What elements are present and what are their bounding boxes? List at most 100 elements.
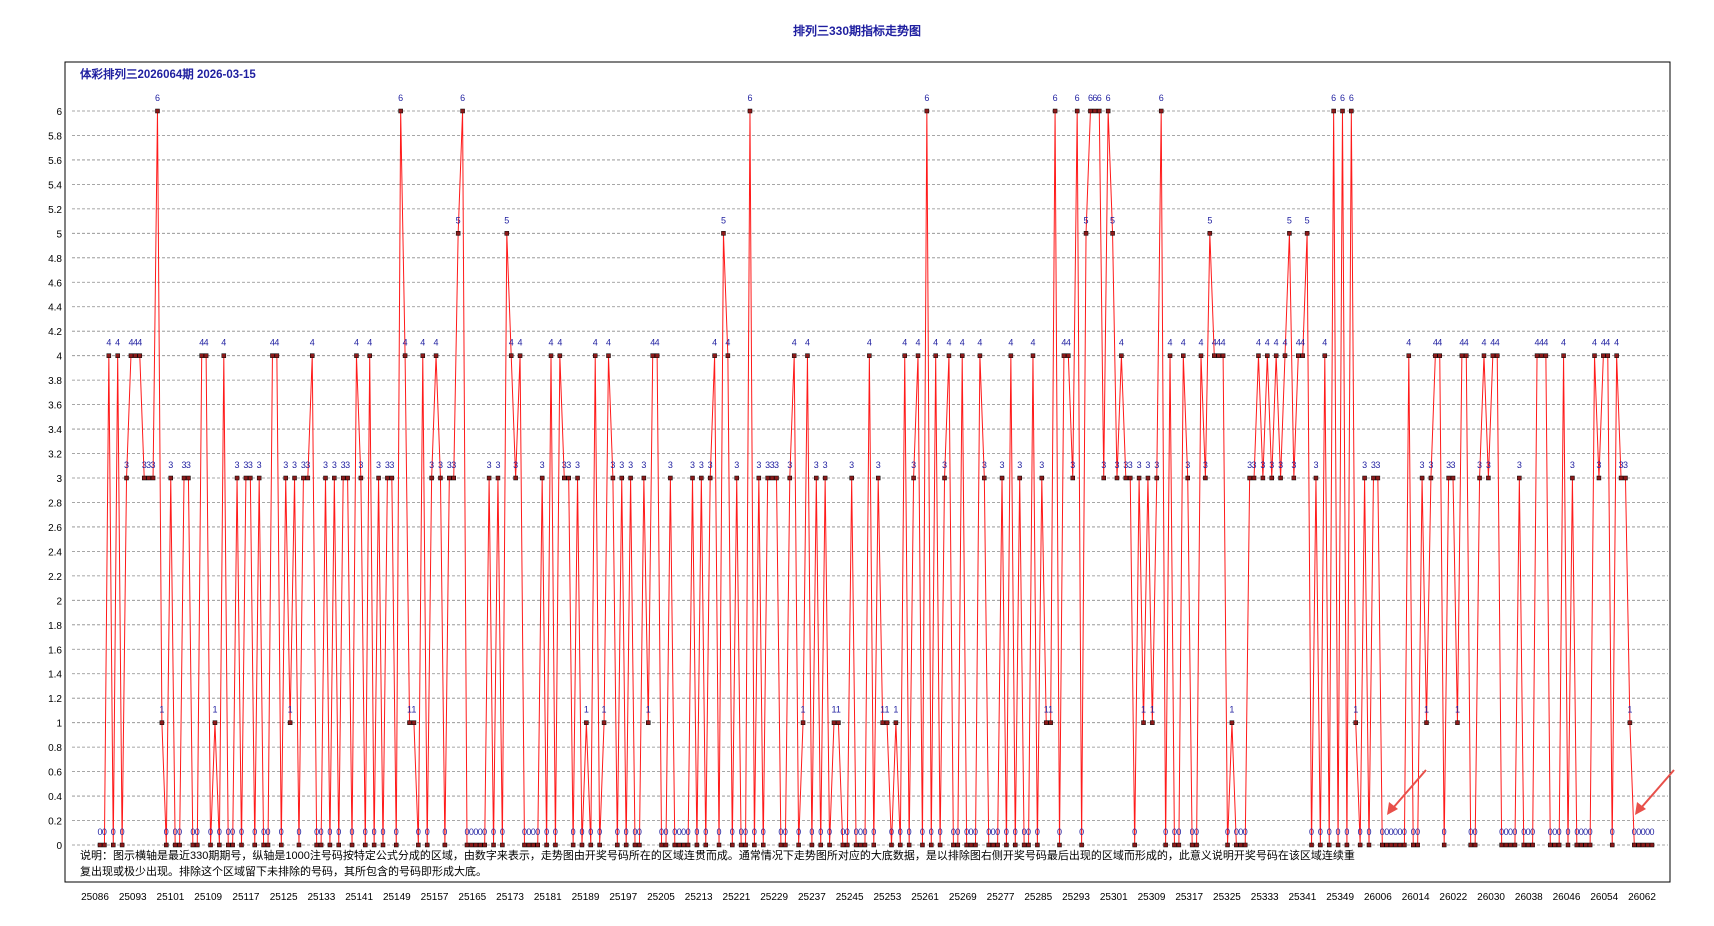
data-label: 4: [1614, 338, 1619, 348]
data-label: 0: [394, 827, 399, 837]
x-tick-label: 25165: [458, 892, 486, 903]
data-label: 4: [128, 338, 133, 348]
arrow-line-1: [1392, 769, 1427, 809]
data-label: 0: [964, 827, 969, 837]
data-point: [1238, 842, 1244, 848]
data-label: 4: [133, 338, 138, 348]
data-label: 0: [1552, 827, 1557, 837]
y-tick-label: 0.6: [48, 768, 62, 779]
data-label: 0: [1548, 827, 1553, 837]
y-tick-label: 6: [56, 107, 62, 118]
data-label: 0: [1163, 827, 1168, 837]
data-point: [1433, 353, 1438, 358]
data-point: [553, 842, 558, 848]
data-label: 0: [522, 827, 527, 837]
x-tick-label: 25277: [987, 892, 1015, 903]
x-tick-label: 26054: [1590, 892, 1618, 903]
data-label: 4: [1406, 338, 1411, 348]
x-tick-label: 26046: [1553, 892, 1581, 903]
data-label: 4: [137, 338, 142, 348]
data-label: 0: [173, 827, 178, 837]
data-label: 3: [385, 460, 390, 470]
data-label: 0: [266, 827, 271, 837]
data-point: [800, 720, 806, 725]
data-label: 5: [1287, 215, 1292, 225]
data-label: 6: [1088, 93, 1093, 103]
x-tick-label: 25341: [1289, 892, 1317, 903]
data-label: 3: [849, 460, 854, 470]
data-point: [287, 720, 293, 725]
data-point: [1083, 231, 1089, 236]
data-label: 0: [1468, 827, 1473, 837]
data-label: 0: [217, 827, 222, 837]
data-label: 3: [1039, 460, 1044, 470]
data-label: 3: [814, 460, 819, 470]
data-point: [270, 353, 275, 358]
data-point: [1251, 475, 1257, 481]
data-point: [853, 842, 859, 848]
data-point: [1428, 475, 1434, 481]
data-label: 0: [1358, 827, 1363, 837]
data-point: [504, 231, 510, 236]
x-tick-label: 25245: [836, 892, 864, 903]
data-point: [1185, 475, 1190, 481]
note-line-2: 复出现或极少出现。排除这个区域留下未排除的号码，其所包含的号码即形成大底。: [80, 864, 487, 878]
data-point: [1605, 353, 1611, 358]
data-label: 0: [1526, 827, 1531, 837]
data-label: 0: [1004, 827, 1009, 837]
data-point: [1269, 475, 1274, 481]
data-label: 3: [708, 460, 713, 470]
data-point: [1021, 842, 1027, 848]
data-label: 3: [341, 460, 346, 470]
data-label: 4: [354, 338, 359, 348]
data-label: 3: [1123, 460, 1128, 470]
data-point: [548, 353, 554, 358]
data-label: 3: [323, 460, 328, 470]
data-label: 4: [1256, 338, 1261, 348]
data-label: 0: [973, 827, 978, 837]
data-point: [208, 842, 213, 848]
data-point: [867, 353, 872, 358]
data-point: [1110, 231, 1115, 236]
y-tick-label: 1.4: [48, 670, 62, 681]
y-tick-label: 3: [56, 474, 62, 485]
data-point: [973, 842, 978, 848]
x-tick-label: 25149: [383, 892, 411, 903]
data-point: [942, 475, 947, 481]
data-label: 4: [274, 338, 279, 348]
data-point: [407, 720, 412, 725]
data-label: 0: [478, 827, 483, 837]
x-tick-label: 25237: [798, 892, 826, 903]
data-label: 3: [1278, 460, 1283, 470]
data-point: [1366, 842, 1372, 848]
data-label: 4: [933, 338, 938, 348]
data-label: 4: [1181, 338, 1186, 348]
data-point: [1300, 353, 1305, 358]
data-label: 4: [1282, 338, 1287, 348]
data-point: [137, 353, 143, 358]
data-label: 0: [1530, 827, 1535, 837]
data-point: [990, 842, 996, 848]
data-label: 1: [801, 705, 806, 715]
data-label: 4: [1322, 338, 1327, 348]
data-point: [1424, 720, 1429, 725]
data-point: [168, 475, 173, 481]
data-label: 0: [637, 827, 642, 837]
page-title: 排列三330期指标走势图: [793, 23, 921, 38]
data-label: 3: [1114, 460, 1119, 470]
data-point: [1441, 842, 1447, 848]
data-point: [933, 353, 938, 358]
data-label: 0: [1225, 827, 1230, 837]
data-point: [1304, 231, 1310, 236]
data-label: 4: [518, 338, 523, 348]
y-tick-label: 0.8: [48, 743, 62, 754]
data-label: 1: [1353, 705, 1358, 715]
data-point: [1114, 475, 1120, 481]
data-point: [1627, 720, 1633, 725]
data-label: 3: [248, 460, 253, 470]
data-point: [663, 842, 669, 848]
data-point: [1371, 475, 1376, 481]
data-point: [1592, 353, 1597, 358]
data-point: [544, 842, 549, 848]
data-label: 4: [204, 338, 209, 348]
